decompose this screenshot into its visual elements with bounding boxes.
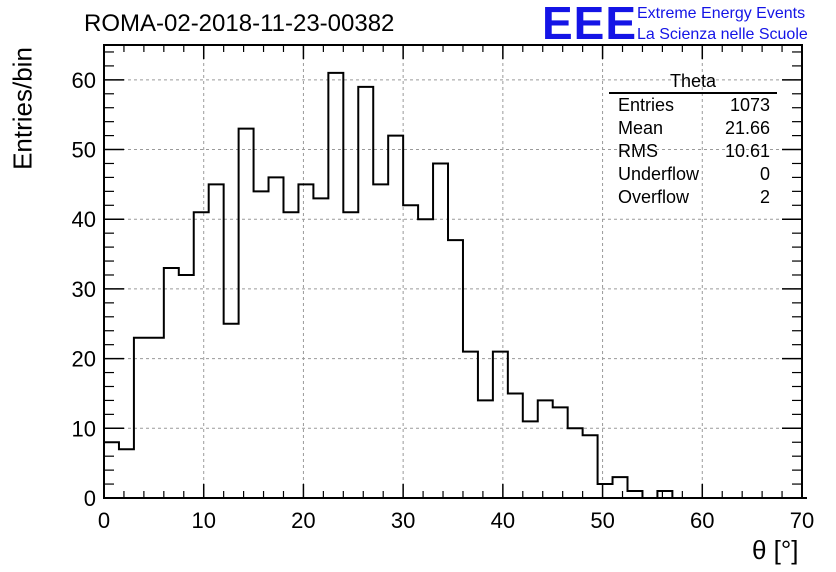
stats-value: 21.66 — [724, 118, 770, 138]
run-title: ROMA-02-2018-11-23-00382 — [84, 10, 395, 37]
histogram-bin — [283, 212, 298, 498]
eee-logo: EEE Extreme Energy Events La Scienza nel… — [542, 0, 832, 49]
histogram-bin — [553, 407, 568, 498]
stats-row: Mean 21.66 — [609, 117, 777, 140]
y-tick-labels: 0 10 20 30 40 50 60 — [72, 68, 96, 511]
histogram-bin — [358, 87, 373, 498]
histogram-bin — [149, 338, 164, 498]
histogram-bin — [463, 352, 478, 498]
histogram-bin — [583, 435, 598, 498]
stats-value: 2 — [759, 187, 770, 207]
stats-label: Overflow — [618, 187, 690, 207]
x-tick-label: 70 — [790, 508, 814, 533]
histogram-bin — [628, 491, 643, 498]
y-tick-label: 60 — [72, 68, 96, 93]
x-tick-label: 30 — [391, 508, 415, 533]
grid-lines — [104, 45, 802, 498]
x-tick-label: 60 — [690, 508, 714, 533]
histogram-bin — [493, 352, 508, 498]
x-axis-title: θ [°] — [752, 535, 799, 565]
y-axis-title: Entries/bin — [7, 47, 38, 170]
y-tick-label: 10 — [72, 416, 96, 441]
histogram-bin — [119, 449, 134, 498]
histogram-bin — [388, 136, 403, 498]
histogram-bin — [179, 275, 194, 498]
stats-value: 10.61 — [724, 141, 770, 161]
y-tick-label: 20 — [72, 347, 96, 372]
histogram-bin — [239, 129, 254, 498]
logo-tagline-1: Extreme Energy Events — [637, 5, 806, 22]
stats-title: Theta — [609, 70, 777, 94]
logo-mark: EEE — [542, 0, 638, 49]
stats-value: 1073 — [729, 95, 770, 115]
histogram-bin — [478, 400, 493, 498]
histogram-bin — [613, 477, 628, 498]
histogram-bin — [373, 184, 388, 498]
x-tick-label: 40 — [491, 508, 515, 533]
stats-label: RMS — [618, 141, 658, 161]
histogram-bin — [523, 421, 538, 498]
histogram-bin — [343, 212, 358, 498]
y-tick-label: 40 — [72, 207, 96, 232]
histogram-bin — [568, 428, 583, 498]
histogram-bin — [598, 484, 613, 498]
axis-ticks — [103, 45, 803, 499]
stats-row: Entries 1073 — [609, 94, 777, 117]
y-tick-label: 0 — [84, 486, 96, 511]
stats-label: Mean — [618, 118, 664, 138]
histogram-bin — [224, 324, 239, 498]
y-tick-label: 30 — [72, 277, 96, 302]
stats-value: 0 — [759, 164, 770, 184]
histogram-bin — [134, 338, 149, 498]
x-tick-label: 10 — [191, 508, 215, 533]
histogram-bin — [538, 400, 553, 498]
histogram-bin — [269, 177, 284, 498]
histogram-bin — [298, 184, 313, 498]
stats-label: Entries — [618, 95, 675, 115]
histogram-bin — [328, 73, 343, 498]
histogram-bin — [433, 163, 448, 498]
histogram-bin — [164, 268, 179, 498]
histogram-bin — [194, 212, 209, 498]
histogram-bin — [403, 205, 418, 498]
stats-row: Underflow 0 — [609, 163, 777, 186]
stats-rows: Entries 1073 Mean 21.66 RMS 10.61 Underflow 0 Ov… — [609, 94, 777, 209]
histogram-bin — [508, 393, 523, 498]
stats-label: Underflow — [618, 164, 700, 184]
plot-frame — [103, 44, 803, 499]
histogram-bin — [448, 240, 463, 498]
x-tick-labels: 0 10 20 30 40 50 60 70 — [98, 508, 814, 533]
histogram-bin — [254, 191, 269, 498]
stats-box: Theta Entries 1073 Mean 21.66 RMS 10.61 Underf… — [609, 70, 777, 209]
stats-row: RMS 10.61 — [609, 140, 777, 163]
x-tick-label: 20 — [291, 508, 315, 533]
x-tick-label: 50 — [590, 508, 614, 533]
logo-tagline-2: La Scienza nelle Scuole — [637, 26, 808, 43]
histogram-bin — [209, 184, 224, 498]
x-tick-label: 0 — [98, 508, 110, 533]
stats-row: Overflow 2 — [609, 186, 777, 209]
histogram-bin — [657, 491, 672, 498]
histogram-bin — [313, 198, 328, 498]
y-tick-label: 50 — [72, 138, 96, 163]
